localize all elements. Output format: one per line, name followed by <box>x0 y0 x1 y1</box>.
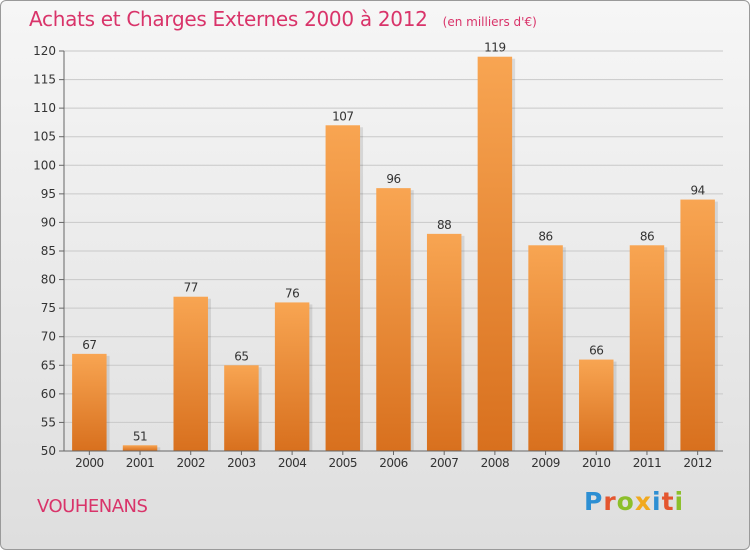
y-tick-label: 80 <box>41 273 56 287</box>
value-label: 119 <box>484 41 505 55</box>
y-tick-label: 55 <box>41 415 56 429</box>
value-label: 51 <box>133 429 147 443</box>
value-label: 86 <box>538 229 552 243</box>
y-tick-label: 75 <box>41 301 56 315</box>
x-tick-label: 2008 <box>481 456 510 470</box>
y-tick-label: 85 <box>41 244 56 258</box>
y-tick-label: 90 <box>41 215 56 229</box>
value-label: 65 <box>234 349 248 363</box>
value-label: 67 <box>82 338 96 352</box>
y-tick-label: 110 <box>33 101 56 115</box>
chart-title: Achats et Charges Externes 2000 à 2012 <box>29 7 428 31</box>
x-tick-label: 2000 <box>75 456 104 470</box>
title-row: Achats et Charges Externes 2000 à 2012 (… <box>29 7 537 31</box>
chart-subtitle: (en milliers d'€) <box>442 15 537 29</box>
bar <box>680 199 715 451</box>
bar <box>224 365 259 451</box>
x-tick-label: 2006 <box>379 456 408 470</box>
bar <box>579 359 614 451</box>
x-tick-label: 2011 <box>633 456 662 470</box>
location-name: VOUHENANS <box>37 496 148 517</box>
value-label: 94 <box>691 184 705 198</box>
x-tick-label: 2002 <box>176 456 205 470</box>
x-tick-label: 2012 <box>683 456 712 470</box>
bar <box>629 245 665 451</box>
x-tick-label: 2003 <box>227 456 256 470</box>
proxiti-logo: Proxiti <box>584 487 684 516</box>
logo-letter: i <box>674 487 685 516</box>
y-tick-label: 50 <box>41 444 56 458</box>
logo-letter: x <box>634 487 652 516</box>
bar <box>426 233 462 451</box>
bar <box>477 56 513 451</box>
value-label: 107 <box>332 109 353 123</box>
bar <box>72 353 107 451</box>
logo-letter: r <box>603 487 617 516</box>
logo-letter: o <box>616 487 635 516</box>
value-label: 86 <box>640 229 654 243</box>
y-tick-label: 120 <box>33 44 56 58</box>
x-tick-label: 2009 <box>531 456 560 470</box>
value-label: 77 <box>184 281 198 295</box>
x-tick-label: 2001 <box>126 456 155 470</box>
bar <box>173 296 208 451</box>
bar <box>274 302 310 451</box>
value-label: 66 <box>589 344 603 358</box>
y-tick-label: 105 <box>33 130 56 144</box>
logo-letter: P <box>584 487 604 516</box>
logo-letter: i <box>652 487 662 516</box>
value-label: 76 <box>285 286 299 300</box>
x-tick-label: 2004 <box>278 456 307 470</box>
y-tick-label: 115 <box>33 73 56 87</box>
value-label: 88 <box>437 218 451 232</box>
bar <box>325 125 361 452</box>
y-tick-label: 95 <box>41 187 56 201</box>
bar <box>122 445 158 451</box>
bar <box>528 245 563 451</box>
logo-letter: t <box>661 487 675 516</box>
x-tick-label: 2005 <box>329 456 358 470</box>
bar <box>376 188 411 451</box>
y-tick-label: 60 <box>41 387 56 401</box>
x-tick-label: 2010 <box>582 456 611 470</box>
y-tick-label: 100 <box>33 158 56 172</box>
y-tick-label: 65 <box>41 358 56 372</box>
y-tick-label: 70 <box>41 330 56 344</box>
x-tick-label: 2007 <box>430 456 459 470</box>
value-label: 96 <box>386 172 400 186</box>
